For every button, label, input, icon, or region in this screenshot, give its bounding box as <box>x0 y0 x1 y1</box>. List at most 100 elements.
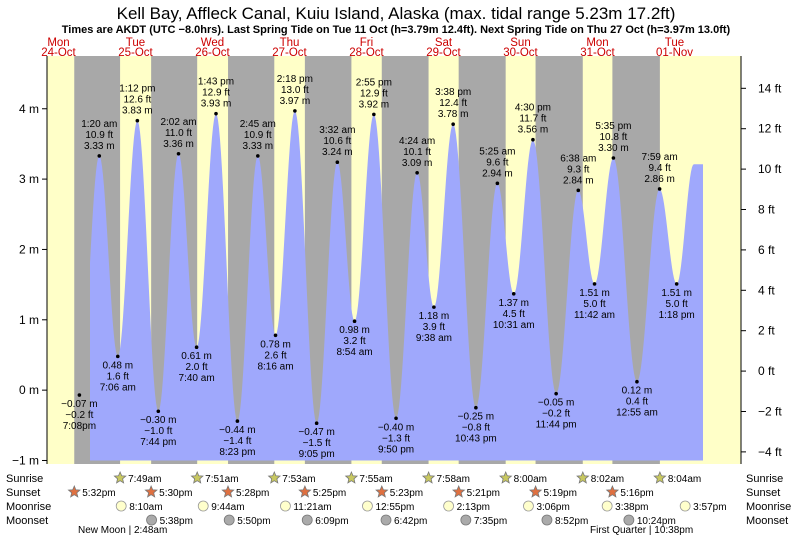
tide-label-line: 3.09 m <box>402 158 433 169</box>
tide-label-line: −0.44 m <box>219 425 255 436</box>
tide-label-line: 9:05 pm <box>299 449 335 460</box>
sunset-time: 5:30pm <box>159 488 192 499</box>
tide-label-line: −0.05 m <box>538 398 574 409</box>
sunset-time: 5:16pm <box>620 488 653 499</box>
tide-label-line: 3.56 m <box>518 125 549 136</box>
low-tide-label: 0.78 m2.6 ft8:16 am <box>257 339 293 372</box>
low-tide-marker <box>194 345 199 350</box>
right-tick-label: 10 ft <box>758 162 782 176</box>
low-tide-label: −0.44 m−1.4 ft8:23 pm <box>219 425 255 458</box>
low-tide-marker <box>592 282 597 286</box>
tide-label-line: 10.9 ft <box>244 130 272 141</box>
moonrise-icon <box>679 500 691 512</box>
high-tide-marker <box>135 118 140 123</box>
right-tick-label: 2 ft <box>758 324 775 338</box>
tide-label-line: 11.7 ft <box>519 114 546 125</box>
tide-label-line: −1.0 ft <box>144 426 172 437</box>
sunrise-time: 7:55am <box>359 474 392 485</box>
tide-label-line: 4:30 pm <box>515 103 551 114</box>
moonset-time: 5:38pm <box>160 516 193 527</box>
high-tide-marker <box>531 137 535 142</box>
tide-label-line: 9:50 pm <box>378 444 414 455</box>
tide-label-line: 7:06 am <box>100 382 136 393</box>
low-tide-marker <box>273 333 278 338</box>
tide-label-line: −1.4 ft <box>223 436 251 447</box>
tide-area <box>90 110 703 461</box>
tide-label-line: −1.5 ft <box>303 438 331 449</box>
moonrise-time: 3:57pm <box>693 502 726 513</box>
day-name: Mon <box>586 37 608 49</box>
sunset-row-label-left: Sunset <box>6 487 40 499</box>
tide-label-line: 2.0 ft <box>185 362 207 373</box>
left-tick-label: 2 m <box>19 242 39 256</box>
moonrise-time: 9:44am <box>211 502 244 513</box>
sunrise-icon <box>344 470 359 484</box>
low-tide-marker <box>554 391 558 396</box>
tide-label-line: 10.1 ft <box>403 147 431 158</box>
sunrise-time: 7:49am <box>128 474 161 485</box>
day-date: 30-Oct <box>503 47 538 59</box>
tide-label-line: 12.4 ft <box>439 98 467 109</box>
moonrise-time: 3:06pm <box>536 502 569 513</box>
low-tide-label: 0.48 m1.6 ft7:06 am <box>100 360 136 393</box>
moonset-time: 5:50pm <box>237 516 270 527</box>
high-tide-marker <box>611 156 616 160</box>
sunset-icon <box>144 484 158 498</box>
moonset-icon <box>623 514 635 526</box>
tide-label-line: −0.47 m <box>298 427 334 438</box>
day-name: Fri <box>360 37 373 49</box>
moonset-row-label-left: Moonset <box>6 515 48 527</box>
high-tide-marker <box>256 154 260 158</box>
high-tide-label: 7:59 am9.4 ft2.86 m <box>642 152 678 185</box>
day-date: 27-Oct <box>272 47 307 59</box>
tide-label-line: 1:18 pm <box>659 310 695 321</box>
sunrise-icon <box>499 470 513 484</box>
daylight-band <box>47 56 75 464</box>
tide-label-line: −0.07 m <box>61 399 97 410</box>
sunset-icon <box>375 484 389 498</box>
tide-label-line: 10.8 ft <box>600 132 628 143</box>
tide-label-line: 9.3 ft <box>567 164 589 175</box>
tide-label-line: 11:44 pm <box>536 420 577 431</box>
right-tick-label: 6 ft <box>758 243 775 257</box>
high-tide-marker <box>576 188 581 193</box>
low-tide-label: 1.18 m3.9 ft9:38 am <box>416 311 452 344</box>
high-tide-marker <box>657 187 662 191</box>
day-date: 25-Oct <box>118 47 153 59</box>
tide-label-line: 12.9 ft <box>360 88 388 99</box>
tide-label-line: 7:40 am <box>179 373 215 384</box>
tide-label-line: 1:20 am <box>81 119 117 130</box>
tide-label-line: −0.2 ft <box>65 410 93 421</box>
left-tick-label: −1 m <box>12 453 39 467</box>
moon-phase-label: New Moon | 2:48am <box>78 525 167 536</box>
tide-label-line: 9.4 ft <box>648 163 670 174</box>
moonrise-time: 8:10am <box>129 502 162 513</box>
tide-label-line: 10:43 pm <box>455 434 497 445</box>
sunrise-time: 7:58am <box>437 474 470 485</box>
tide-label-line: 7:59 am <box>642 152 678 163</box>
sunset-icon <box>67 484 82 498</box>
tide-label-line: 9:38 am <box>416 333 452 344</box>
moonrise-icon <box>523 500 534 512</box>
tide-label-line: 5:25 am <box>479 146 515 157</box>
tide-label-line: 2:45 am <box>240 119 276 130</box>
sunset-time: 5:23pm <box>390 488 423 499</box>
moonset-icon <box>541 514 553 526</box>
moonrise-icon <box>443 500 455 512</box>
tide-label-line: 3.33 m <box>84 141 115 152</box>
tide-label-line: 12:55 am <box>616 408 658 419</box>
low-tide-marker <box>235 419 240 423</box>
sunset-icon <box>528 484 543 498</box>
sunset-time: 5:21pm <box>467 488 500 499</box>
moonrise-row-label-right: Moonrise <box>746 501 791 513</box>
right-tick-label: 0 ft <box>758 364 775 378</box>
tide-label-line: 0.12 m <box>622 386 653 397</box>
tide-label-line: 1.51 m <box>579 288 610 299</box>
moonrise-icon <box>362 500 373 512</box>
tide-label-line: −0.8 ft <box>462 423 490 434</box>
moonrise-time: 3:38pm <box>615 502 648 513</box>
